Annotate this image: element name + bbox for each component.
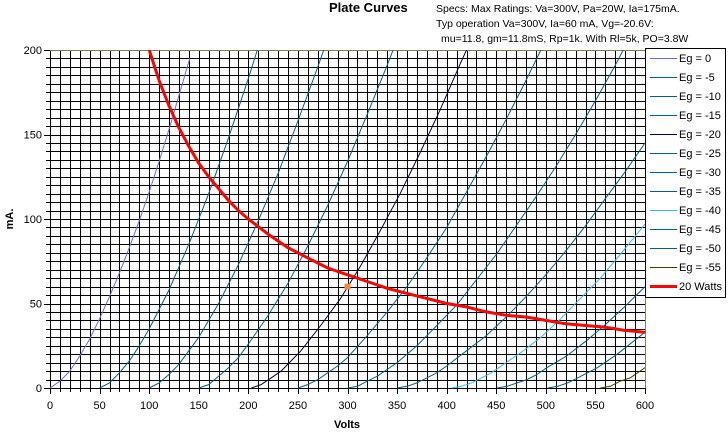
y-tick-label: 200 (24, 45, 42, 57)
x-axis-label: Volts (334, 419, 360, 431)
spec-line-2: Typ operation Va=300V, Ia=60 mA, Vg=-20.… (436, 18, 654, 30)
legend-label: 20 Watts (679, 281, 722, 293)
series-line-eg-30 (347, 50, 624, 389)
series-line-eg-45 (497, 286, 646, 389)
series-line-eg-10 (148, 50, 325, 389)
legend-label: Eg = -25 (679, 148, 721, 160)
series-line-20-watts (147, 50, 646, 334)
x-tick-label: 150 (190, 400, 208, 412)
y-tick-label: 150 (24, 130, 42, 142)
y-tick-labels: 0 50 100 150 200 (24, 45, 42, 395)
series-line-eg-50 (547, 331, 646, 389)
y-axis-label: mA. (4, 209, 16, 230)
legend-label: Eg = -30 (679, 167, 721, 179)
y-tick-label: 0 (36, 383, 42, 395)
series-line-eg-25 (297, 50, 542, 389)
axis-ticks (44, 50, 646, 394)
legend: Eg = 0 Eg = -5 Eg = -10 Eg = -15 Eg = -20 Eg … (645, 48, 726, 298)
operating-point-marker (344, 283, 351, 290)
series-line-eg-20 (251, 50, 467, 389)
x-tick-label: 350 (388, 400, 406, 412)
spec-line-3: mu=11.8, gm=11.8mS, Rp=1k. With Rl=5k, P… (441, 33, 688, 45)
legend-label: Eg = -10 (679, 91, 721, 103)
chart-title: Plate Curves (329, 0, 408, 15)
legend-label: Eg = -35 (679, 186, 721, 198)
legend-label: Eg = -5 (679, 72, 715, 84)
legend-label: Eg = -15 (679, 110, 721, 122)
legend-label: Eg = -50 (679, 243, 721, 255)
spec-line-1: Specs: Max Ratings: Va=300V, Pa=20W, Ia=… (436, 3, 680, 15)
legend-label: Eg = -45 (679, 224, 721, 236)
operating-point-group (344, 283, 351, 290)
x-tick-label: 600 (636, 400, 654, 412)
legend-label: Eg = 0 (679, 53, 711, 65)
x-tick-label: 550 (586, 400, 604, 412)
x-tick-label: 300 (338, 400, 356, 412)
legend-label: Eg = -20 (679, 129, 721, 141)
series-group (50, 50, 646, 389)
series-line-eg-0 (50, 58, 191, 389)
series-line-eg-35 (397, 142, 646, 389)
legend-label: Eg = -40 (679, 205, 721, 217)
x-tick-label: 200 (239, 400, 257, 412)
x-tick-label: 450 (487, 400, 505, 412)
series-line-eg-15 (198, 50, 394, 389)
x-tick-label: 100 (140, 400, 158, 412)
x-tick-label: 500 (537, 400, 555, 412)
series-line-eg-55 (600, 367, 646, 389)
series-line-eg-40 (451, 223, 646, 389)
series-line-eg-5 (99, 50, 258, 389)
y-tick-label: 100 (24, 214, 42, 226)
x-tick-label: 400 (437, 400, 455, 412)
y-tick-label: 50 (30, 299, 42, 311)
x-tick-label: 250 (289, 400, 307, 412)
x-tick-labels: 0 50 100 150 200 250 300 350 400 450 500 550 600 (47, 400, 654, 412)
x-tick-label: 0 (47, 400, 53, 412)
x-tick-label: 50 (93, 400, 105, 412)
legend-label: Eg = -55 (679, 262, 721, 274)
